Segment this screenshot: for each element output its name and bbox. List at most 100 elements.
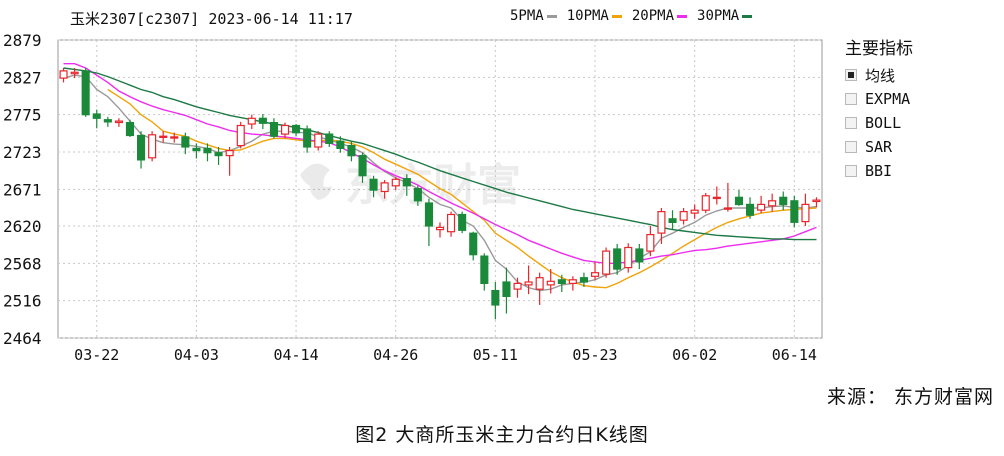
candle-body-down xyxy=(480,255,489,285)
candle xyxy=(590,261,600,280)
checkbox-icon[interactable] xyxy=(845,165,857,177)
candle xyxy=(369,175,378,198)
candle-body-up xyxy=(812,199,821,203)
candle-body-up xyxy=(436,226,445,231)
candle-body-down xyxy=(734,196,744,206)
indicator-label: BOLL xyxy=(865,114,902,132)
candle-body-down xyxy=(214,152,223,157)
checkbox-icon[interactable] xyxy=(845,93,857,105)
candle xyxy=(314,131,323,151)
candle xyxy=(557,274,566,293)
checkbox-icon[interactable] xyxy=(845,69,857,81)
candle xyxy=(402,174,411,196)
candle-body-up xyxy=(624,246,633,269)
candle-body-down xyxy=(790,200,799,223)
indicator-option-boll[interactable]: BOLL xyxy=(845,111,995,135)
candle xyxy=(734,190,744,206)
candle-body-down xyxy=(203,147,212,154)
candle-body-up xyxy=(225,150,234,157)
candle xyxy=(712,186,721,205)
candle xyxy=(568,276,577,291)
legend-swatch xyxy=(742,14,753,18)
candle xyxy=(148,131,157,162)
checkbox-icon[interactable] xyxy=(845,117,857,129)
candle xyxy=(469,231,478,261)
y-tick-label: 2879 xyxy=(3,31,42,50)
y-tick-label: 2723 xyxy=(3,143,42,162)
candle-body-up xyxy=(391,178,400,187)
candle xyxy=(236,121,245,149)
candle xyxy=(170,132,179,143)
candle xyxy=(281,122,290,139)
candle xyxy=(458,211,467,234)
indicator-option-expma[interactable]: EXPMA xyxy=(845,87,995,111)
indicator-label: 均线 xyxy=(865,66,896,85)
candle xyxy=(92,109,101,129)
candle-body-down xyxy=(137,134,146,161)
candle xyxy=(524,265,533,295)
x-tick-label: 04-03 xyxy=(174,346,219,364)
candle-body-down xyxy=(92,113,101,119)
candle-body-up xyxy=(447,213,456,233)
candle-body-up xyxy=(712,196,721,200)
candle xyxy=(424,198,434,247)
candle-body-up xyxy=(801,203,810,223)
candle xyxy=(812,197,821,208)
candle-body-up xyxy=(768,200,777,207)
candle-body-down xyxy=(424,202,434,227)
candle-body-down xyxy=(613,248,622,270)
candle-body-up xyxy=(602,250,611,275)
candle xyxy=(723,182,733,212)
candle-body-up xyxy=(546,280,555,286)
candle-body-up xyxy=(679,211,688,221)
candle xyxy=(413,185,422,206)
candle xyxy=(502,267,511,314)
candle xyxy=(745,197,755,219)
legend-label: 30PMA xyxy=(697,8,740,24)
legend-item-5pma: 5PMA xyxy=(510,8,557,24)
indicator-panel: 主要指标 均线 EXPMA BOLL SAR BBI xyxy=(845,34,995,183)
indicator-option-bbi[interactable]: BBI xyxy=(845,159,995,183)
legend-swatch xyxy=(546,14,557,18)
candle-body-down xyxy=(557,279,566,284)
y-tick-label: 2464 xyxy=(3,329,42,348)
candle xyxy=(491,281,500,320)
x-tick-label: 06-14 xyxy=(772,346,817,364)
indicator-option-ma[interactable]: 均线 xyxy=(845,63,995,87)
candle xyxy=(225,146,234,176)
candle-body-up xyxy=(646,234,655,252)
candle-body-up xyxy=(380,182,389,193)
candle xyxy=(679,208,688,225)
candle xyxy=(535,272,544,305)
candle xyxy=(81,68,90,117)
candle-body-down xyxy=(502,281,511,297)
x-tick-label: 06-02 xyxy=(672,346,717,364)
candle-body-up xyxy=(59,70,68,79)
x-tick-label: 05-11 xyxy=(473,346,518,364)
candle xyxy=(624,243,633,273)
candle-body-up xyxy=(757,203,766,211)
legend-label: 10PMA xyxy=(566,8,609,24)
indicator-label: SAR xyxy=(865,138,893,156)
candle-body-down xyxy=(81,70,90,116)
candle-body-up xyxy=(170,136,179,139)
y-tick-label: 2568 xyxy=(3,254,42,273)
legend-item-30pma: 30PMA xyxy=(697,8,753,24)
legend-item-20pma: 20PMA xyxy=(632,8,688,24)
candle xyxy=(203,143,212,162)
candle-body-down xyxy=(125,121,135,137)
indicator-label: BBI xyxy=(865,162,893,180)
y-axis-ticks: 2879 2827 2775 2723 2671 2620 2568 2516 2464 xyxy=(3,31,42,348)
checkbox-icon[interactable] xyxy=(845,141,857,153)
candle xyxy=(757,195,766,214)
y-tick-label: 2620 xyxy=(3,217,42,236)
indicator-option-sar[interactable]: SAR xyxy=(845,135,995,159)
candle-body-up xyxy=(590,272,600,277)
candle xyxy=(768,193,777,212)
candle-body-down xyxy=(336,140,345,149)
candle xyxy=(59,68,68,83)
y-tick-label: 2775 xyxy=(3,106,42,125)
candles xyxy=(59,68,821,320)
